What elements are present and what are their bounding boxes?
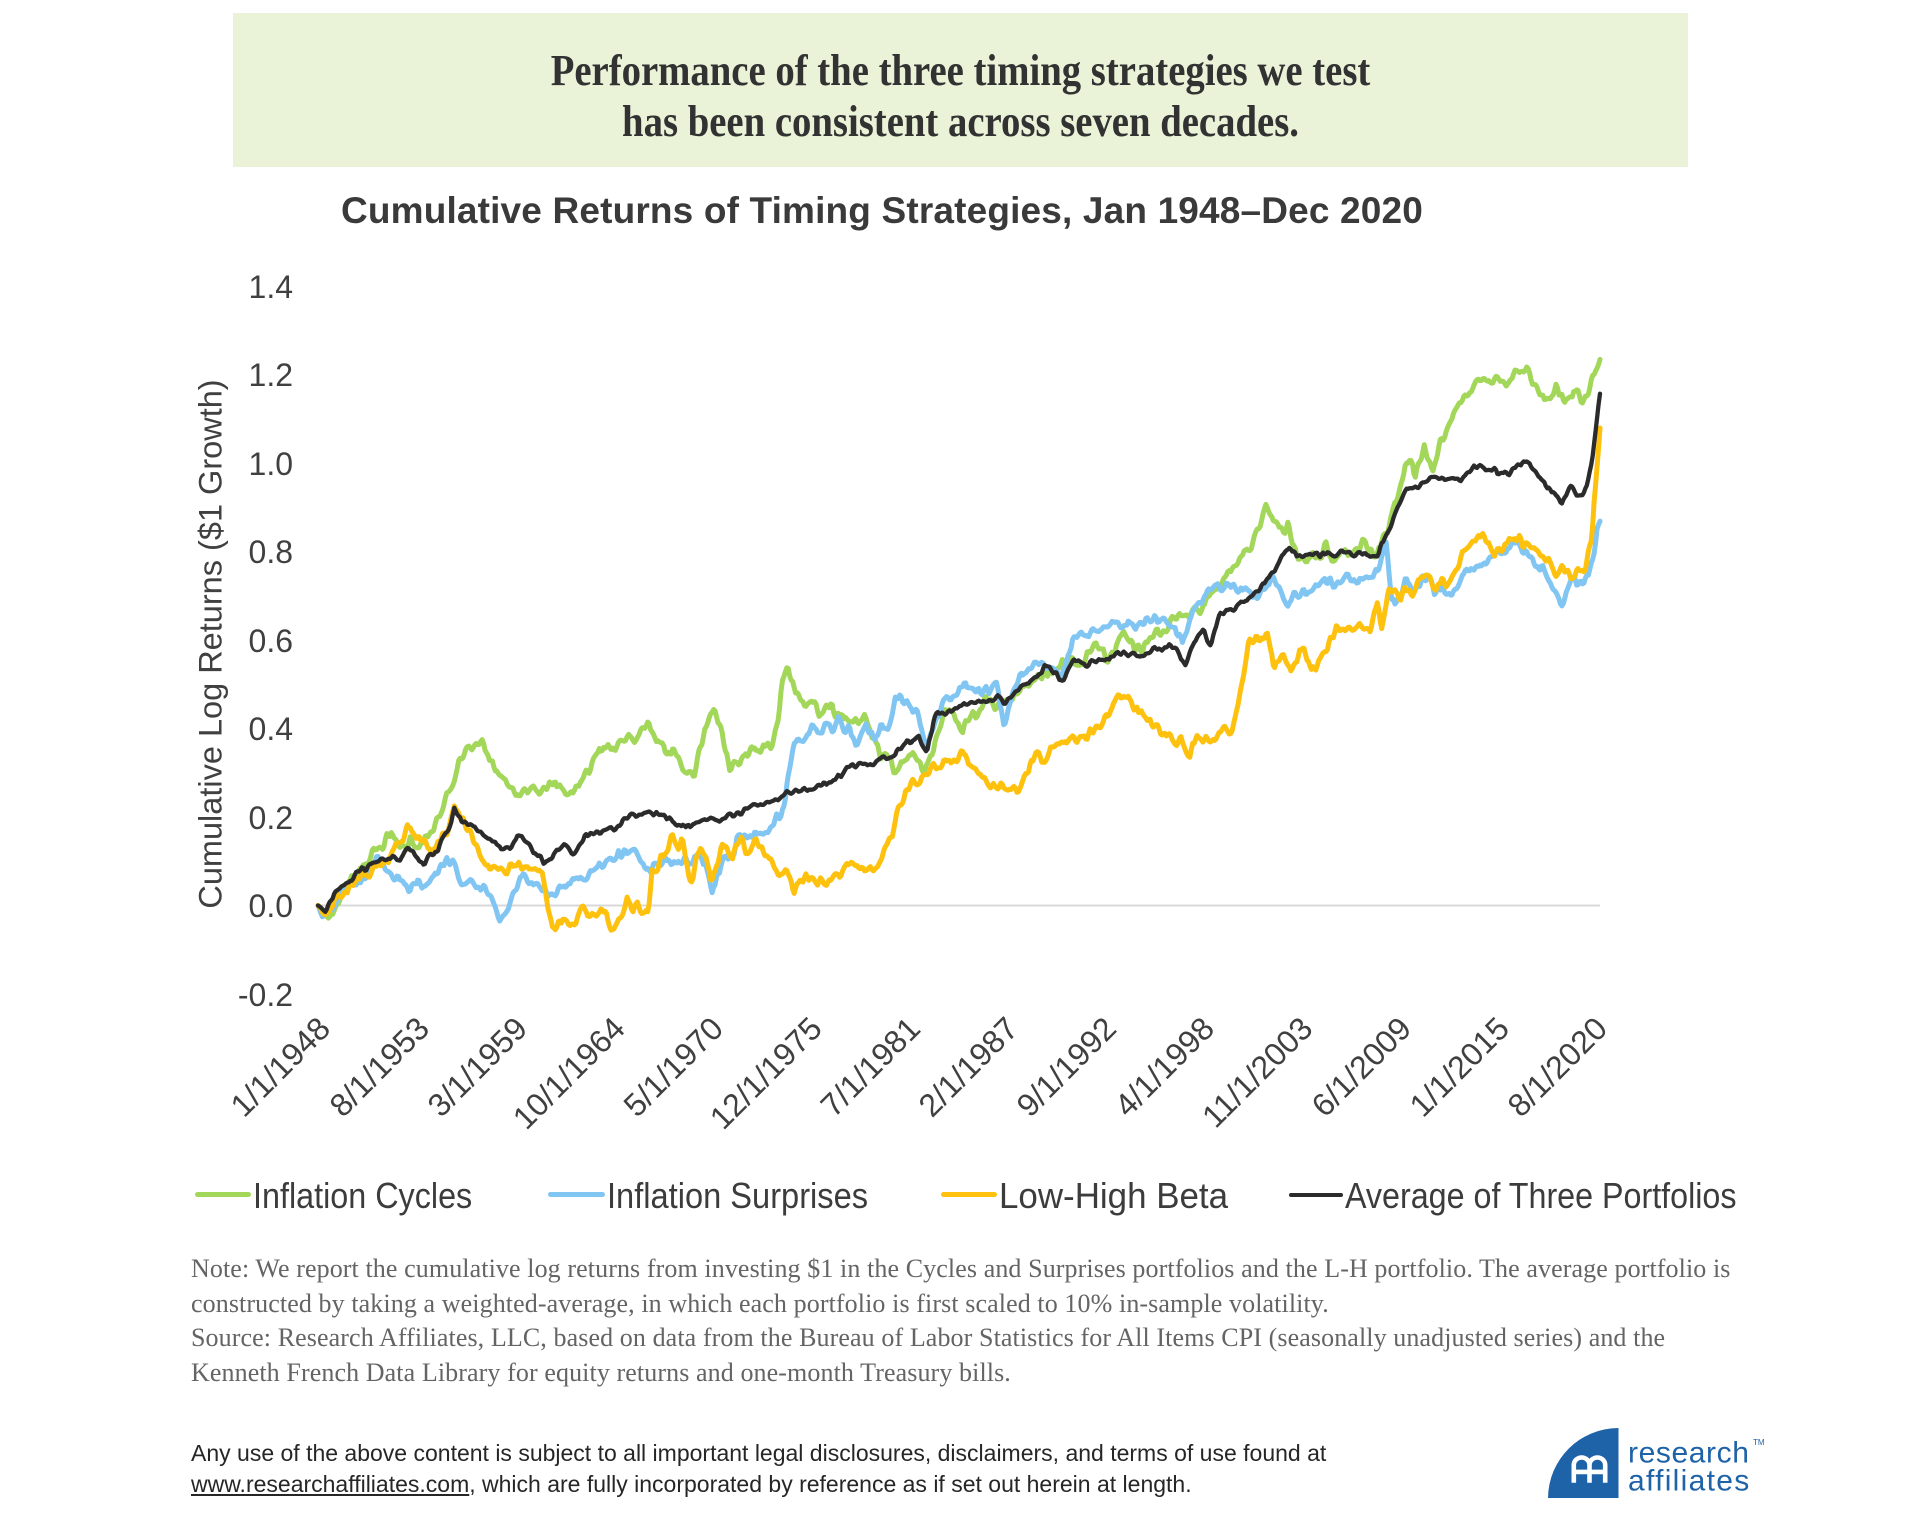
svg-text:TM: TM <box>1753 1438 1765 1447</box>
svg-text:research: research <box>1628 1437 1750 1470</box>
svg-text:affiliates: affiliates <box>1628 1465 1751 1498</box>
